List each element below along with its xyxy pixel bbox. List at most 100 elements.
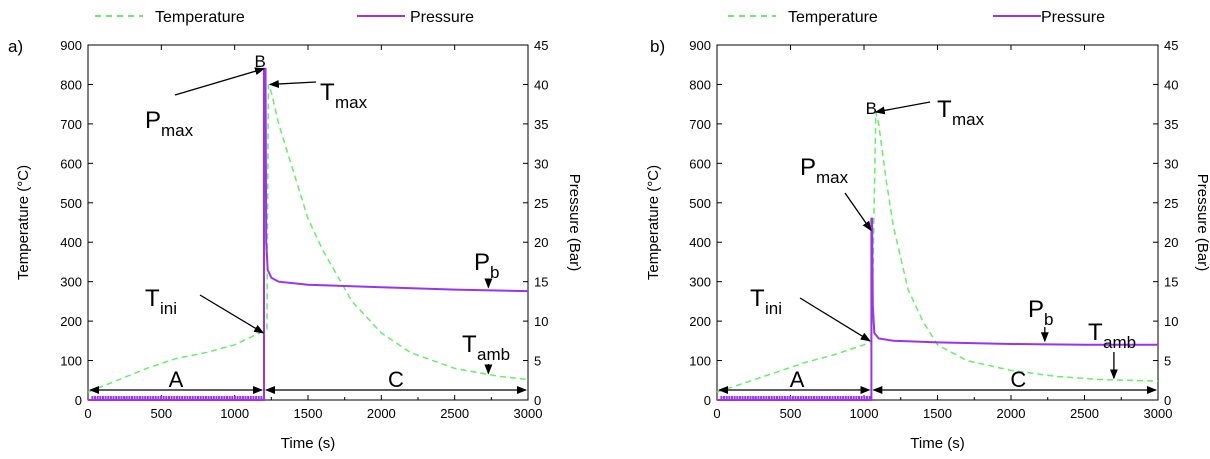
y-tick-label: 700	[60, 117, 82, 132]
y2-tick-label: 10	[1164, 314, 1178, 329]
pressure-series-line	[88, 67, 529, 401]
annotation-pmax: P	[145, 107, 161, 134]
annotation-b: B	[866, 99, 877, 118]
y-tick-label: 600	[689, 156, 711, 171]
annotation-tini-arrow	[799, 297, 871, 342]
annotation-pmax-arrow	[174, 67, 265, 96]
x-tick-label: 2500	[440, 406, 469, 421]
annotation-tmax: T	[320, 79, 335, 106]
x-axis-title: Time (s)	[910, 435, 964, 452]
x-tick-label: 500	[780, 406, 802, 421]
x-axis-title: Time (s)	[281, 435, 335, 452]
y-tick-label: 0	[704, 393, 711, 408]
annotation-tamb: T	[462, 331, 477, 358]
y2-tick-label: 0	[1164, 393, 1171, 408]
y2-tick-label: 40	[1164, 77, 1178, 92]
legend-a: Temperature Pressure	[95, 9, 474, 26]
y2-tick-label: 5	[1164, 354, 1171, 369]
legend-pressure-label: Pressure	[1041, 9, 1105, 26]
y-tick-label: 400	[689, 235, 711, 250]
annotation-pb: P	[1028, 296, 1044, 323]
annotation-tini: T	[750, 285, 765, 312]
temperature-series-line	[716, 111, 1159, 393]
y2-tick-label: 20	[1164, 235, 1178, 250]
annotation-pmax-arrow	[844, 192, 872, 232]
y-axis-title: Temperature (°C)	[15, 165, 32, 280]
annotation-tmax-subscript: max	[952, 110, 985, 129]
x-tick-label: 500	[150, 406, 172, 421]
y2-tick-label: 0	[534, 393, 541, 408]
annotation-tini-arrow	[199, 294, 265, 334]
y-tick-label: 300	[60, 275, 82, 290]
y-axis-title: Temperature (°C)	[645, 165, 662, 280]
panel-label: b)	[650, 37, 665, 56]
annotation-pb: P	[474, 249, 490, 276]
y-tick-label: 800	[689, 77, 711, 92]
y2-tick-label: 15	[534, 275, 548, 290]
y2-tick-label: 20	[534, 235, 548, 250]
x-tick-label: 3000	[514, 406, 543, 421]
annotation-tini-subscript: ini	[160, 299, 177, 318]
annotation-b: B	[255, 52, 266, 71]
chart-panel-b: 0 500 1000 1500 2000 2500 30000100200300400500…	[645, 37, 1210, 452]
x-tick-label: 1500	[923, 406, 952, 421]
annotation-pb-subscript: b	[490, 263, 499, 282]
x-tick-label: 2000	[367, 406, 396, 421]
y-tick-label: 200	[60, 314, 82, 329]
y-tick-label: 500	[60, 196, 82, 211]
annotation-tmax: T	[937, 96, 952, 123]
y-tick-label: 600	[60, 156, 82, 171]
x-tick-label: 2500	[1070, 406, 1099, 421]
y-tick-label: 100	[60, 354, 82, 369]
panel-label: a)	[8, 37, 23, 56]
y2-tick-label: 35	[1164, 117, 1178, 132]
legend-temperature-label: Temperature	[788, 9, 878, 26]
y-tick-label: 0	[75, 393, 82, 408]
annotation-tmax-arrow	[268, 79, 317, 88]
pressure-series-line	[717, 217, 1158, 401]
y-tick-label: 300	[689, 275, 711, 290]
y2-tick-label: 5	[534, 354, 541, 369]
annotation-pb-subscript: b	[1044, 310, 1053, 329]
annotation-pmax: P	[800, 154, 816, 181]
y-tick-label: 400	[60, 235, 82, 250]
temperature-series-line	[87, 84, 529, 393]
y2-tick-label: 10	[534, 314, 548, 329]
annotation-tmax-arrow	[874, 101, 931, 115]
y2-tick-label: 25	[1164, 196, 1178, 211]
y-tick-label: 900	[689, 38, 711, 53]
annotation-tmax-subscript: max	[335, 93, 368, 112]
x-tick-label: 2000	[997, 406, 1026, 421]
chart-panel-a: 0 500 1000 1500 2000 2500 30000100200300400500…	[8, 37, 583, 452]
annotation-tamb: T	[1088, 319, 1103, 346]
annotation-pmax-subscript: max	[816, 168, 849, 187]
x-tick-label: 0	[84, 406, 91, 421]
y2-axis-title: Pressure (Bar)	[1194, 174, 1210, 272]
y2-tick-label: 30	[1164, 156, 1178, 171]
y2-tick-label: 45	[534, 38, 548, 53]
region-a-label: A	[790, 367, 805, 392]
region-c-label: C	[388, 367, 404, 392]
annotation-tini: T	[145, 285, 160, 312]
region-a-label: A	[169, 367, 184, 392]
y2-tick-label: 35	[534, 117, 548, 132]
y-tick-label: 100	[689, 354, 711, 369]
x-tick-label: 1500	[294, 406, 323, 421]
y-tick-label: 800	[60, 77, 82, 92]
y-tick-label: 900	[60, 38, 82, 53]
y2-tick-label: 45	[1164, 38, 1178, 53]
x-tick-label: 3000	[1144, 406, 1173, 421]
legend-pressure-label: Pressure	[410, 9, 474, 26]
annotation-tini-subscript: ini	[765, 299, 782, 318]
legend-temperature-label: Temperature	[155, 9, 245, 26]
y2-tick-label: 40	[534, 77, 548, 92]
x-tick-label: 1000	[850, 406, 879, 421]
y2-tick-label: 25	[534, 196, 548, 211]
annotation-pmax-subscript: max	[161, 121, 194, 140]
legend-b: Temperature Pressure	[728, 9, 1105, 26]
y-tick-label: 700	[689, 117, 711, 132]
x-tick-label: 0	[713, 406, 720, 421]
annotation-tamb-subscript: amb	[477, 345, 510, 364]
y2-tick-label: 15	[1164, 275, 1178, 290]
